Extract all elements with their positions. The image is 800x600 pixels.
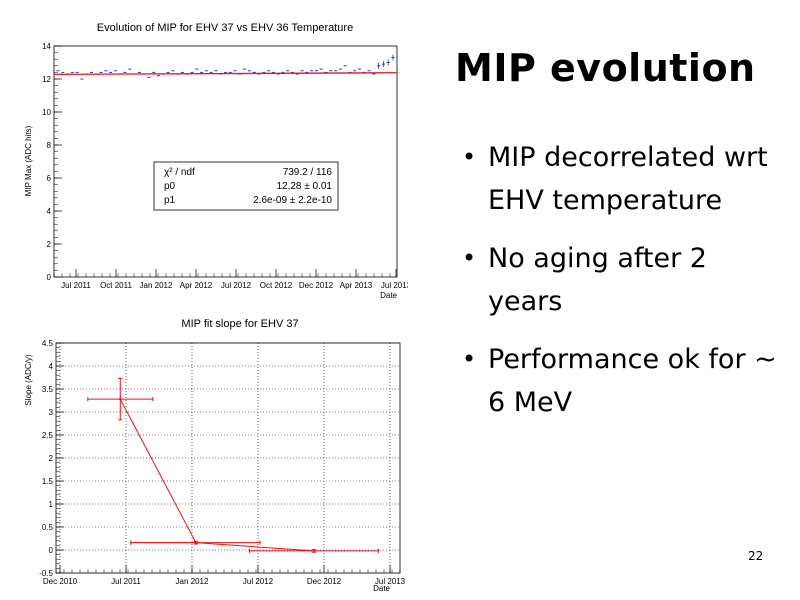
y-tick-label: -0.5 <box>39 569 53 578</box>
y-tick-label: 0.5 <box>42 523 54 532</box>
y-tick-label: 2.5 <box>42 431 54 440</box>
x-tick-label: Jan 2012 <box>140 281 173 290</box>
y-axis-label: Slope (ADC/y) <box>24 354 33 405</box>
y-tick-label: 4 <box>47 207 52 216</box>
series-line <box>119 398 315 552</box>
bullet-dot-icon: • <box>462 244 477 272</box>
y-tick-label: 4 <box>49 362 54 371</box>
y-tick-label: 2 <box>47 240 52 249</box>
stats-value: 739.2 / 116 <box>283 167 333 178</box>
data-point <box>312 549 316 553</box>
stats-label: p1 <box>164 195 176 206</box>
x-tick-label: Oct 2011 <box>100 281 132 290</box>
y-tick-label: 10 <box>42 108 51 117</box>
bullet-text: Performance ok for ~ 6 MeV <box>488 344 777 418</box>
x-tick-label: Jul 2013 <box>381 281 408 290</box>
x-axis-label: Date <box>373 584 390 593</box>
slide-title: MIP evolution <box>455 46 756 90</box>
y-tick-label: 6 <box>47 174 52 183</box>
x-tick-label: Apr 2013 <box>340 281 373 290</box>
y-tick-label: 4.5 <box>42 339 54 348</box>
plot-frame <box>53 45 398 278</box>
x-tick-label: Dec 2012 <box>299 281 334 290</box>
data-point <box>119 397 122 401</box>
bullet-item: • No aging after 2 years <box>462 237 782 323</box>
chart-title: Evolution of MIP for EHV 37 vs EHV 36 Te… <box>97 22 353 34</box>
stats-value: 12.28 ± 0.01 <box>276 181 332 192</box>
y-tick-label: 0 <box>49 546 54 555</box>
y-tick-label: 14 <box>42 42 51 51</box>
bullet-text: No aging after 2 years <box>488 243 707 317</box>
bullet-dot-icon: • <box>462 345 477 373</box>
bullet-item: • Performance ok for ~ 6 MeV <box>462 338 782 424</box>
slope-chart: MIP fit slope for EHV 37 Slope (ADC/y) D… <box>24 318 406 593</box>
x-tick-label: Jul 2011 <box>111 577 141 586</box>
y-tick-label: 1 <box>49 500 54 509</box>
x-tick-label: Jul 2011 <box>61 281 91 290</box>
x-tick-label: Dec 2010 <box>43 577 78 586</box>
x-tick-label: Jul 2013 <box>375 577 406 586</box>
page-number: 22 <box>748 549 764 563</box>
x-tick-label: Apr 2012 <box>180 281 213 290</box>
y-tick-label: 2 <box>49 454 54 463</box>
bullet-text: MIP decorrelated wrt EHV temperature <box>488 142 768 216</box>
y-tick-label: 8 <box>47 141 52 150</box>
chart-title: MIP fit slope for EHV 37 <box>181 318 298 330</box>
stats-label: χ² / ndf <box>164 167 195 178</box>
x-tick-label: Dec 2012 <box>307 577 342 586</box>
y-tick-label: 0 <box>47 273 52 282</box>
x-tick-label: Jul 2012 <box>243 577 274 586</box>
x-axis-label: Date <box>380 291 397 300</box>
x-tick-label: Jan 2012 <box>176 577 209 586</box>
stats-value: 2.6e-09 ± 2.2e-10 <box>253 195 332 206</box>
x-tick-label: Oct 2012 <box>260 281 293 290</box>
bullet-item: • MIP decorrelated wrt EHV temperature <box>462 136 782 222</box>
y-tick-label: 1.5 <box>42 477 54 486</box>
stats-box: χ² / ndf 739.2 / 116 p0 12.28 ± 0.01 p1 … <box>153 161 339 211</box>
mip-evolution-chart: Evolution of MIP for EHV 37 vs EHV 36 Te… <box>24 22 408 300</box>
y-tick-label: 12 <box>42 75 51 84</box>
y-tick-label: 3 <box>49 408 54 417</box>
bullet-list: • MIP decorrelated wrt EHV temperature • N… <box>462 136 782 439</box>
y-tick-label: 3.5 <box>42 385 54 394</box>
fit-line <box>53 72 398 76</box>
y-axis-label: MIP Max (ADC hits) <box>24 125 33 196</box>
stats-box-frame <box>153 161 339 211</box>
bullet-dot-icon: • <box>462 143 477 171</box>
stats-label: p0 <box>164 181 176 192</box>
x-tick-label: Jul 2012 <box>221 281 252 290</box>
